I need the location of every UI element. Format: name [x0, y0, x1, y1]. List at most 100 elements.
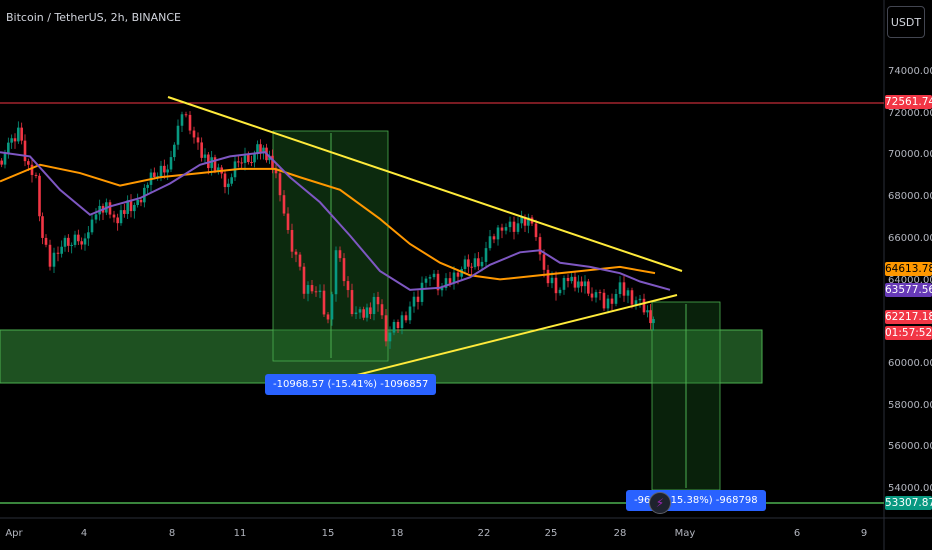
candle-body — [538, 237, 542, 255]
candle-body — [527, 217, 530, 226]
candle-body — [342, 258, 346, 282]
candle-body — [372, 296, 376, 315]
candle-body — [326, 314, 330, 320]
candle-body — [630, 290, 634, 305]
candle-body — [583, 281, 587, 287]
candle-body — [477, 258, 480, 267]
candle-body — [27, 161, 30, 165]
time-tick: 22 — [477, 528, 491, 539]
candle-body — [10, 138, 13, 143]
candle-body — [310, 285, 314, 292]
candle-body — [646, 310, 649, 313]
candle-body — [34, 174, 38, 176]
candle-body — [470, 266, 473, 268]
candle-body — [362, 309, 365, 318]
candle-body — [492, 236, 496, 240]
candle-body — [520, 217, 523, 224]
candle-body — [83, 238, 87, 245]
candle-body — [217, 167, 220, 171]
candle-body — [146, 184, 149, 188]
candle-body — [129, 200, 133, 212]
candle-body — [428, 277, 432, 279]
candle-body — [108, 202, 112, 215]
candle-body — [369, 307, 372, 315]
candle-body — [210, 157, 213, 169]
candle-body — [139, 199, 143, 203]
candle-body — [448, 278, 452, 284]
candle-body — [652, 319, 655, 324]
candle-body — [614, 294, 618, 304]
time-tick: 11 — [233, 528, 247, 539]
candle-body — [44, 237, 48, 245]
candle-body — [338, 250, 342, 259]
candle-body — [163, 165, 166, 173]
candle-body — [247, 154, 250, 163]
candle-body — [136, 199, 139, 205]
candle-body — [38, 175, 41, 217]
candle-body — [41, 216, 44, 238]
candle-body — [473, 258, 477, 268]
ma-orange-line — [0, 163, 656, 281]
currency-button[interactable]: USDT — [887, 6, 925, 38]
candle-body — [250, 162, 253, 164]
candle-body — [80, 241, 83, 245]
candle-body — [392, 321, 396, 333]
tradingview-bolt-icon[interactable]: ⚡ — [649, 492, 671, 514]
candle-body — [456, 272, 460, 277]
candle-body — [184, 114, 188, 116]
candle-body — [176, 125, 180, 145]
candle-body — [207, 154, 210, 169]
candle-body — [240, 162, 243, 164]
price-label-ma-orange: 64613.78 — [885, 262, 932, 276]
candle-body — [230, 177, 233, 184]
candle-body — [554, 277, 558, 294]
candle-body — [169, 157, 173, 170]
candle-body — [380, 304, 384, 316]
candle-body — [484, 248, 488, 262]
candle-body — [227, 183, 230, 188]
candle-body — [602, 292, 606, 309]
candle-body — [463, 259, 467, 269]
candle-body — [306, 285, 310, 294]
candle-body — [298, 254, 302, 267]
candle-body — [48, 244, 52, 267]
price-tick: 74000.00 — [888, 66, 932, 77]
candle-body — [7, 142, 10, 154]
time-tick: 8 — [168, 528, 176, 539]
time-tick: Apr — [5, 528, 23, 539]
candle-body — [365, 307, 369, 318]
measure-label-right: -96 3 (-15.38%) -968798 — [626, 490, 766, 511]
candle-body — [322, 290, 326, 315]
candle-body — [70, 244, 73, 246]
price-tick: 64000.00 — [888, 274, 932, 286]
candle-body — [610, 298, 614, 304]
candle-body — [376, 296, 380, 305]
candle-body — [566, 277, 570, 282]
candle-body — [546, 269, 550, 284]
candle-body — [67, 237, 70, 246]
candle-body — [156, 176, 159, 178]
candle-body — [302, 266, 306, 294]
candle-body — [30, 164, 34, 175]
candle-body — [412, 296, 416, 307]
candle-body — [534, 223, 538, 238]
price-tick: 56000.00 — [888, 441, 932, 453]
price-tick: 70000.00 — [888, 149, 932, 161]
candle-body — [346, 281, 350, 291]
candle-body — [587, 281, 590, 294]
candle-body — [196, 137, 200, 143]
candle-body — [452, 272, 456, 284]
time-tick: 4 — [80, 528, 88, 539]
candle-body — [3, 153, 7, 165]
price-label-ma-purple: 63577.56 — [885, 283, 932, 297]
time-tick: 15 — [321, 528, 335, 539]
candle-body — [424, 278, 428, 283]
candle-body — [173, 144, 176, 158]
candle-body — [63, 237, 67, 247]
candle-body — [622, 282, 626, 296]
candle-body — [467, 259, 470, 267]
candle-body — [123, 210, 126, 214]
candle-body — [271, 155, 274, 169]
candle-body — [200, 142, 203, 158]
